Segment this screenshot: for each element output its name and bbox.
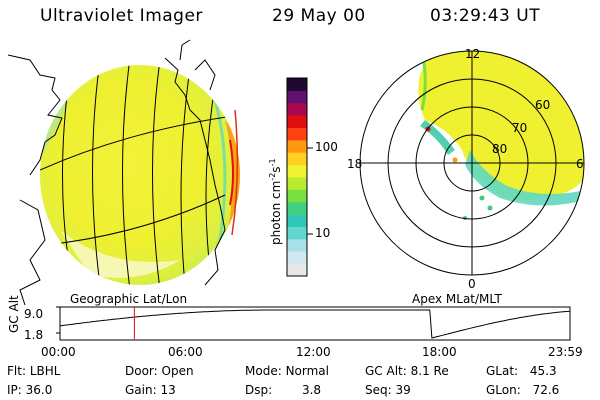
colorbar-segment	[287, 102, 307, 116]
colorbar-segment	[287, 139, 307, 153]
earth-disk	[40, 65, 240, 285]
colorbar-segment	[287, 201, 307, 215]
mlat-label-80: 80	[492, 142, 508, 156]
mlt-label-12: 12	[465, 47, 481, 61]
alt-ymin: 1.8	[24, 328, 44, 342]
mlt-label-6: 6	[576, 157, 584, 171]
instrument-title: Ultraviolet Imager	[40, 6, 203, 26]
colorbar-segment	[287, 238, 307, 252]
colorbar-segment	[287, 177, 307, 190]
polar-panel-title: Apex MLat/MLT	[412, 292, 502, 306]
colorbar-tick-100: 100	[315, 140, 338, 154]
info-gcalt: GC Alt: 8.1 Re	[365, 364, 449, 378]
colorbar-segment	[287, 214, 307, 227]
alt-xtick-4: 23:59	[548, 345, 583, 359]
colorbar-segment	[287, 78, 307, 91]
mlt-label-18: 18	[347, 157, 363, 171]
coastline-overlay	[7, 39, 226, 306]
alt-ymax: 9.0	[24, 307, 44, 321]
altitude-curve	[59, 309, 571, 339]
colorbar-segment	[287, 127, 307, 141]
colorbar-segment	[287, 263, 307, 277]
mlat-label-60: 60	[535, 98, 551, 112]
info-glat: GLat: 45.3	[486, 364, 557, 378]
info-door: Door: Open	[125, 364, 194, 378]
colorbar-segment	[287, 164, 307, 178]
info-seq: Seq: 39	[365, 383, 411, 397]
geo-panel-title: Geographic Lat/Lon	[70, 292, 188, 306]
colorbar-segment	[287, 251, 307, 265]
info-gain: Gain: 13	[125, 383, 176, 397]
alt-xtick-0: 00:00	[41, 345, 76, 359]
info-dsp: Dsp: 3.8	[245, 383, 322, 397]
info-mode: Mode: Normal	[245, 364, 329, 378]
colorbar-segment	[287, 152, 307, 166]
colorbar-segment	[287, 115, 307, 128]
info-ip: IP: 36.0	[7, 383, 53, 397]
colorbar-tick-10: 10	[315, 226, 331, 240]
time-label: 03:29:43 UT	[430, 6, 541, 26]
date-label: 29 May 00	[272, 6, 366, 26]
info-glon: GLon: 72.6	[486, 383, 560, 397]
info-flt: Flt: LBHL	[7, 364, 61, 378]
mlt-label-0: 0	[468, 277, 476, 291]
colorbar-segment	[287, 189, 307, 203]
mlat-label-70: 70	[512, 121, 528, 135]
alt-xtick-3: 18:00	[422, 345, 457, 359]
alt-xtick-2: 12:00	[296, 345, 331, 359]
alt-ylabel: GC Alt	[7, 295, 21, 333]
colorbar-segment	[287, 90, 307, 104]
alt-xtick-1: 06:00	[168, 345, 203, 359]
colorbar-segment	[287, 226, 307, 240]
